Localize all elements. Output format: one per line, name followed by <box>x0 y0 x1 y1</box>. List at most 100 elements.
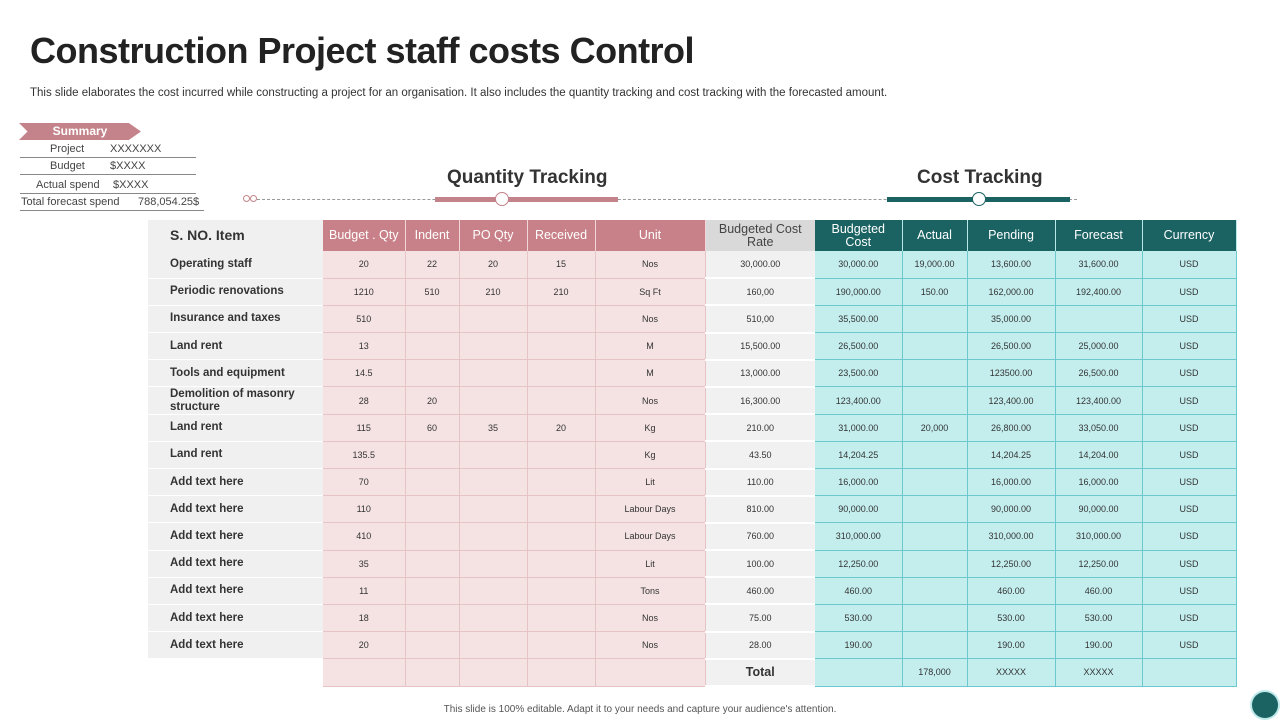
table-cell: 460.00 <box>1055 577 1143 605</box>
table-cell: 760.00 <box>705 522 815 552</box>
timeline-dashed-line <box>257 199 1077 200</box>
table-cell: USD <box>1142 577 1237 605</box>
table-cell: 90,000.00 <box>967 495 1056 524</box>
item-name-cell: Land rent <box>148 332 323 361</box>
table-cell <box>459 495 528 524</box>
summary-label: Budget <box>50 160 85 172</box>
table-cell <box>902 305 968 334</box>
table-cell: 150.00 <box>902 278 968 306</box>
table-cell <box>902 468 968 497</box>
summary-label: Actual spend <box>36 179 100 191</box>
page-title: Construction Project staff costs Control <box>30 30 695 71</box>
table-cell: 12,250.00 <box>815 550 903 578</box>
table-cell: 190,000.00 <box>815 278 903 306</box>
item-name-cell: Add text here <box>148 604 323 633</box>
table-cell: 35 <box>323 550 406 578</box>
table-cell: 123,400.00 <box>815 386 903 415</box>
table-cell: 14,204.25 <box>967 441 1056 470</box>
column-header: Received <box>527 220 596 251</box>
table-cell: 90,000.00 <box>815 495 903 524</box>
table-cell: Nos <box>595 631 706 660</box>
table-cell: 190.00 <box>967 631 1056 660</box>
table-cell: 460.00 <box>705 577 815 606</box>
item-name-cell: Add text here <box>148 550 323 578</box>
table-cell: 16,000.00 <box>967 468 1056 497</box>
table-cell: 210.00 <box>705 414 815 443</box>
table-cell: USD <box>1142 522 1237 551</box>
table-cell: USD <box>1142 251 1237 279</box>
item-name-cell: Add text here <box>148 522 323 551</box>
table-cell: 210 <box>527 278 596 306</box>
table-cell: 31,000.00 <box>815 414 903 442</box>
table-cell <box>902 332 968 361</box>
column-header: Budgeted Cost <box>815 220 903 251</box>
table-cell: 123500.00 <box>967 359 1056 388</box>
total-cell: XXXXX <box>967 658 1056 687</box>
column-header: PO Qty <box>459 220 528 251</box>
timeline-start-dot <box>243 195 250 202</box>
table-cell: 33,050.00 <box>1055 414 1143 442</box>
table-cell <box>527 441 596 470</box>
table-cell: 12,250.00 <box>967 550 1056 578</box>
table-cell <box>405 305 460 334</box>
table-cell: 530.00 <box>967 604 1056 633</box>
table-cell: 22 <box>405 251 460 279</box>
table-cell: 530.00 <box>815 604 903 633</box>
table-cell: 18 <box>323 604 406 633</box>
item-name-cell: Add text here <box>148 631 323 660</box>
table-cell: Kg <box>595 441 706 470</box>
item-name-cell: Land rent <box>148 441 323 470</box>
table-cell: 16,000.00 <box>815 468 903 497</box>
summary-row-forecast: Total forecast spend 788,054.25$ <box>20 194 204 211</box>
table-cell: 190.00 <box>1055 631 1143 660</box>
table-cell <box>459 550 528 578</box>
quantity-tracking-knob[interactable] <box>495 192 509 206</box>
table-cell <box>902 577 968 605</box>
table-cell <box>459 522 528 551</box>
item-name-cell: Add text here <box>148 577 323 605</box>
table-cell <box>405 468 460 497</box>
quantity-tracking-bar <box>435 197 618 202</box>
table-cell <box>527 577 596 605</box>
table-cell: 20,000 <box>902 414 968 442</box>
decorative-circle-icon <box>1252 692 1278 718</box>
table-cell: 162,000.00 <box>967 278 1056 306</box>
table-row: Land rent 135.5 Kg 43.50 14,204.25 14,204.25 1… <box>148 441 1237 470</box>
item-name-cell: Demolition of masonry structure <box>148 386 323 415</box>
table-row: Operating staff 20 22 20 15 Nos 30,000.00 30,00… <box>148 251 1237 280</box>
table-cell: USD <box>1142 604 1237 633</box>
table-cell: 26,500.00 <box>815 332 903 361</box>
table-cell <box>405 604 460 633</box>
table-cell: 26,500.00 <box>1055 359 1143 388</box>
item-name-cell: Insurance and taxes <box>148 305 323 334</box>
summary-row-project: Project XXXXXXX <box>20 141 196 158</box>
table-cell: 190.00 <box>815 631 903 660</box>
table-cell <box>902 522 968 551</box>
table-cell: 460.00 <box>815 577 903 605</box>
table-cell: 23,500.00 <box>815 359 903 388</box>
cost-tracking-knob[interactable] <box>972 192 986 206</box>
table-row: Add text here 20 Nos 28.00 190.00 190.00 190.0… <box>148 631 1237 660</box>
table-cell <box>527 305 596 334</box>
table-cell <box>902 604 968 633</box>
table-cell: 410 <box>323 522 406 551</box>
table-cell: 15,500.00 <box>705 332 815 361</box>
table-cell: 210 <box>459 278 528 306</box>
summary-value: $XXXX <box>110 160 146 172</box>
total-cell <box>148 658 323 686</box>
table-cell: 20 <box>323 251 406 279</box>
table-cell: 20 <box>323 631 406 660</box>
table-row: Periodic renovations 1210 510 210 210 Sq Ft 16… <box>148 278 1237 307</box>
table-row: Add text here 410 Labour Days 760.00 310,000… <box>148 522 1237 552</box>
table-cell: USD <box>1142 441 1237 470</box>
summary-value: 788,054.25$ <box>138 196 200 208</box>
table-cell: 35 <box>459 414 528 442</box>
table-row: Add text here 11 Tons 460.00 460.00 460.00 460… <box>148 577 1237 606</box>
footer-note: This slide is 100% editable. Adapt it to… <box>443 704 837 715</box>
table-cell: 20 <box>459 251 528 279</box>
table-row: Add text here 18 Nos 75.00 530.00 530.00 530.0… <box>148 604 1237 633</box>
table-cell: 31,600.00 <box>1055 251 1143 279</box>
table-cell: 60 <box>405 414 460 442</box>
table-cell: 14.5 <box>323 359 406 388</box>
table-cell <box>405 577 460 605</box>
